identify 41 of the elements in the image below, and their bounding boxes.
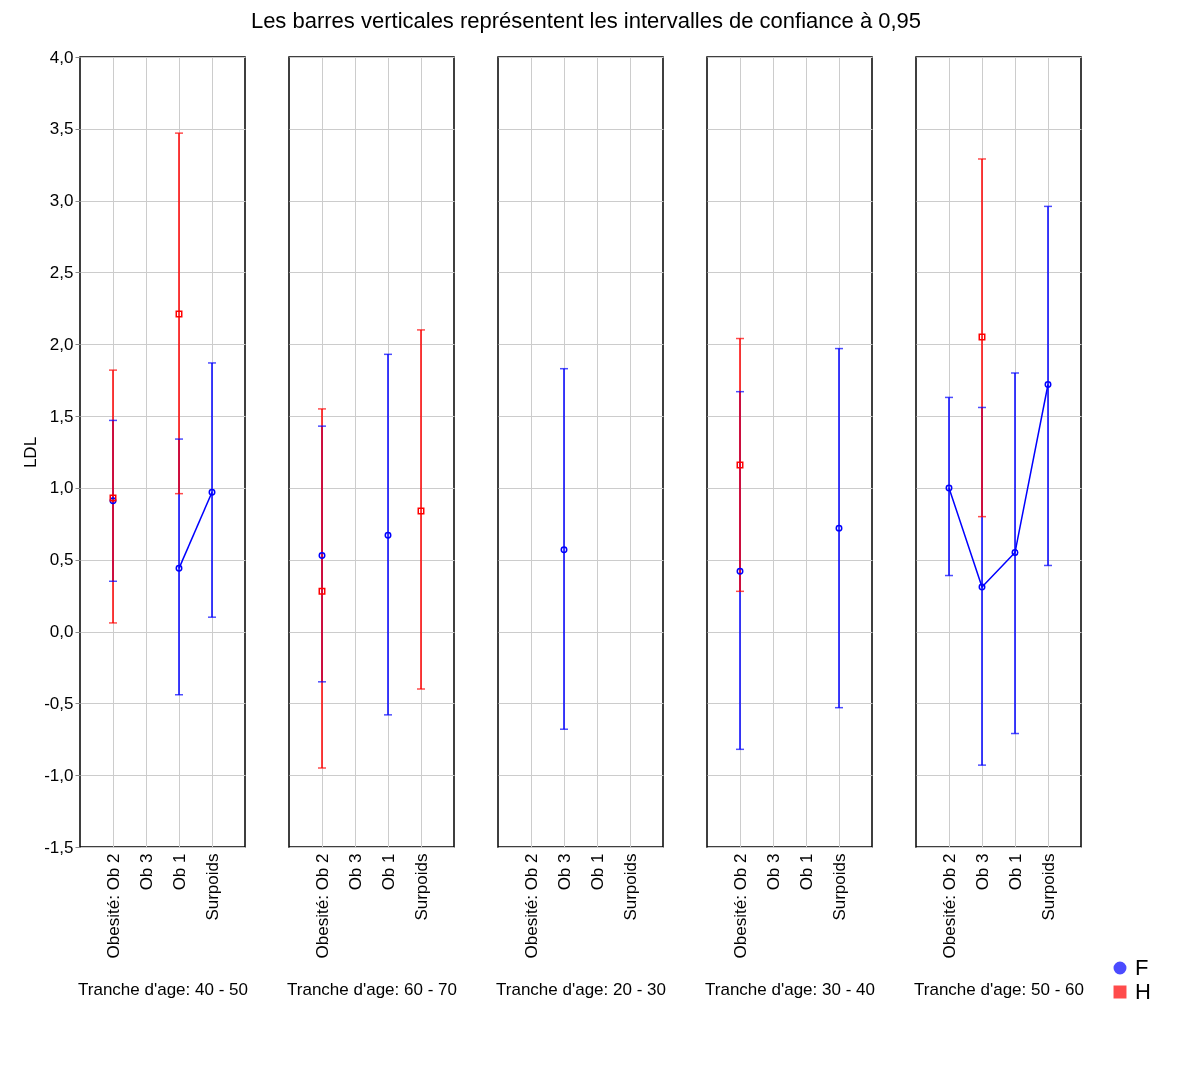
y-tick-label: 1,5 bbox=[49, 406, 74, 426]
legend-label: F bbox=[1135, 955, 1149, 980]
x-tick-label: Surpoids bbox=[829, 853, 849, 921]
x-tick-label: Surpoids bbox=[620, 853, 640, 921]
x-axis-title: Tranche d'age: 20 - 30 bbox=[496, 980, 666, 1000]
x-tick-label: Obesité: Ob 2 bbox=[312, 853, 332, 959]
x-tick-label: Ob 3 bbox=[763, 853, 783, 891]
x-tick-label: Ob 3 bbox=[136, 853, 156, 891]
y-tick-label: 3,0 bbox=[49, 191, 74, 211]
x-tick-label: Obesité: Ob 2 bbox=[730, 853, 750, 959]
x-axis-title: Tranche d'age: 50 - 60 bbox=[914, 980, 1084, 1000]
y-tick-label: 4,0 bbox=[49, 47, 74, 67]
y-tick-label: 0,5 bbox=[49, 550, 74, 570]
y-tick-label: -1,5 bbox=[44, 837, 74, 857]
x-tick-label: Surpoids bbox=[1038, 853, 1058, 921]
y-axis-title: LDL bbox=[21, 436, 41, 469]
x-axis-title: Tranche d'age: 40 - 50 bbox=[78, 980, 248, 1000]
x-tick-label: Ob 1 bbox=[587, 853, 607, 891]
x-axis-title: Tranche d'age: 60 - 70 bbox=[287, 980, 457, 1000]
x-tick-label: Surpoids bbox=[202, 853, 222, 921]
legend-label: H bbox=[1135, 979, 1151, 1004]
x-tick-label: Obesité: Ob 2 bbox=[103, 853, 123, 959]
x-tick-label: Ob 3 bbox=[554, 853, 574, 891]
y-tick-label: 3,5 bbox=[49, 119, 74, 139]
chart-title: Les barres verticales représentent les intervalles de confiance à 0,95 bbox=[250, 8, 922, 34]
x-tick-label: Ob 1 bbox=[1005, 853, 1025, 891]
x-tick-label: Surpoids bbox=[411, 853, 431, 921]
x-tick-label: Ob 1 bbox=[796, 853, 816, 891]
y-tick-label: -0,5 bbox=[44, 693, 74, 713]
x-tick-label: Ob 1 bbox=[169, 853, 189, 891]
y-tick-label: 2,5 bbox=[49, 262, 74, 282]
x-axis-title: Tranche d'age: 30 - 40 bbox=[705, 980, 875, 1000]
x-tick-label: Ob 3 bbox=[345, 853, 365, 891]
x-tick-label: Obesité: Ob 2 bbox=[939, 853, 959, 959]
y-tick-label: -1,0 bbox=[44, 765, 74, 785]
x-tick-label: Obesité: Ob 2 bbox=[521, 853, 541, 959]
y-tick-label: 0,0 bbox=[49, 622, 74, 642]
y-tick-label: 2,0 bbox=[49, 334, 74, 354]
x-tick-label: Ob 3 bbox=[972, 853, 992, 891]
y-tick-label: 1,0 bbox=[49, 478, 74, 498]
x-tick-label: Ob 1 bbox=[378, 853, 398, 891]
